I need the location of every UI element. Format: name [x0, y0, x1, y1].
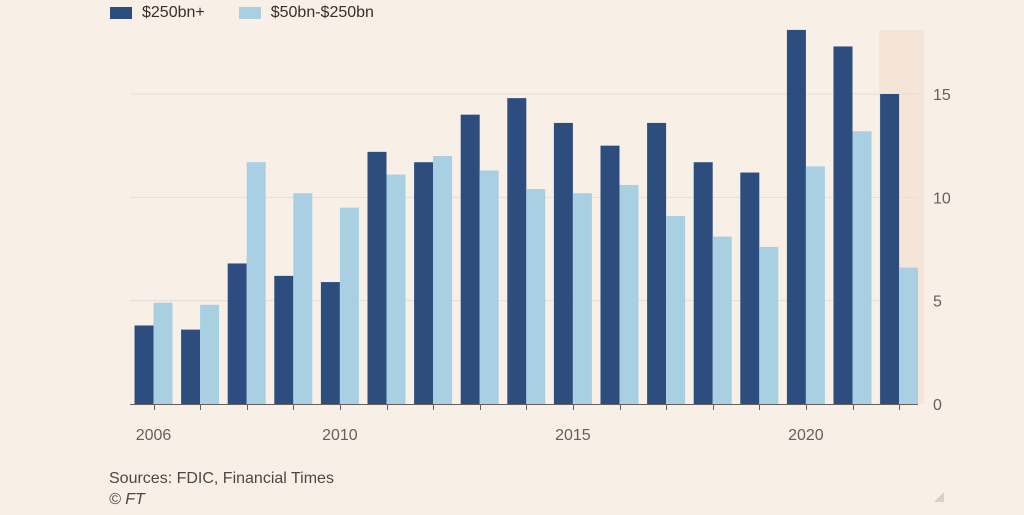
- bar-series-2-2015: [572, 193, 592, 404]
- bar-series-2-2014: [526, 189, 546, 404]
- bar-series-1-2013: [460, 114, 480, 405]
- legend: $250bn+ $50bn-$250bn: [110, 0, 374, 26]
- bar-series-1-2014: [507, 98, 527, 404]
- y-tick-label: 5: [933, 294, 942, 311]
- bar-series-1-2020: [786, 29, 806, 405]
- bar-series-2-2012: [433, 156, 453, 404]
- bar-series-1-2012: [414, 162, 434, 404]
- bar-series-2-2020: [805, 166, 825, 404]
- bar-series-1-2018: [693, 162, 713, 404]
- bar-series-2-2022: [899, 267, 919, 404]
- bar-series-2-2007: [200, 304, 220, 404]
- legend-swatch-series-2: [238, 7, 261, 19]
- x-axis: [130, 404, 918, 410]
- bar-series-2-2011: [386, 174, 406, 404]
- bar-series-1-2008: [227, 263, 247, 404]
- x-tick-label: 2015: [555, 427, 591, 444]
- resize-handle-icon: [934, 492, 944, 502]
- bar-series-2-2008: [246, 162, 266, 404]
- bar-series-1-2017: [647, 122, 667, 404]
- x-axis-tick-labels: 2006 2010 2015 2020: [136, 427, 824, 444]
- bar-series-2-2021: [852, 131, 872, 404]
- y-tick-label: 15: [933, 87, 951, 104]
- y-axis-tick-labels: 0 5 10 15: [933, 87, 951, 414]
- bar-series-1-2022: [880, 94, 900, 404]
- bar-series-1-2006: [134, 325, 154, 404]
- bar-series-2-2009: [293, 193, 313, 404]
- bars: [134, 29, 919, 405]
- bar-series-1-2011: [367, 151, 387, 404]
- bar-series-2-2018: [712, 236, 732, 404]
- bar-series-2-2019: [759, 246, 779, 404]
- sources-note: Sources: FDIC, Financial Times: [109, 470, 334, 487]
- legend-label-series-1: $250bn+: [142, 4, 205, 21]
- copyright: © FT: [109, 491, 145, 508]
- bar-series-1-2019: [740, 172, 760, 404]
- x-tick-label: 2020: [788, 427, 824, 444]
- bar-series-2-2010: [339, 207, 359, 404]
- x-tick-label: 2006: [136, 427, 172, 444]
- bar-series-1-2009: [274, 275, 294, 404]
- legend-swatch-series-1: [110, 7, 132, 19]
- bar-chart: 0 5 10 15 2006 2010 2015 2020: [130, 29, 951, 444]
- bar-series-1-2010: [320, 282, 340, 404]
- bar-series-1-2021: [833, 46, 853, 404]
- y-tick-label: 0: [933, 397, 942, 414]
- legend-item-series-1: $250bn+: [110, 4, 205, 22]
- legend-label-series-2: $50bn-$250bn: [270, 4, 374, 21]
- bar-series-1-2007: [181, 329, 201, 404]
- y-tick-label: 10: [933, 190, 951, 207]
- bar-series-2-2017: [666, 215, 686, 404]
- bar-series-2-2016: [619, 184, 639, 404]
- x-tick-label: 2010: [322, 427, 358, 444]
- footer: Sources: FDIC, Financial Times © FT: [109, 468, 334, 510]
- legend-item-series-2: $50bn-$250bn: [238, 4, 374, 22]
- bar-series-2-2013: [479, 170, 499, 404]
- bar-series-2-2006: [153, 302, 173, 404]
- bar-series-1-2015: [553, 122, 573, 404]
- bar-series-1-2016: [600, 145, 620, 404]
